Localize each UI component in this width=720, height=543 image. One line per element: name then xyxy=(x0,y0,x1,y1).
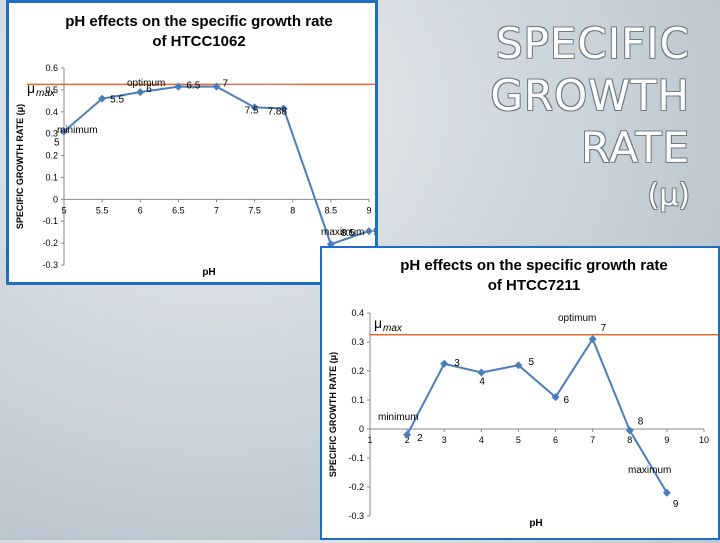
chart1-y-axis-title: SPECIFIC GROWTH RATE (μ) xyxy=(15,104,25,229)
chart1-y-tick-label: 0.1 xyxy=(45,172,58,182)
chart-htcc7211-svg: pH effects on the specific growth rate of… xyxy=(328,257,718,529)
chart1-x-tick-label: 5 xyxy=(61,205,66,215)
chart2-x-tick-label: 4 xyxy=(479,435,484,445)
slide-title-line-2: GROWTH xyxy=(490,71,690,120)
chart1-title-line-2: of HTCC1062 xyxy=(152,33,245,50)
mu-symbol: (μ) xyxy=(647,178,691,213)
chart-htcc7211: pH effects on the specific growth rate of… xyxy=(320,246,720,540)
chart1-data-point xyxy=(279,104,288,113)
chart2-data-point xyxy=(514,361,523,370)
chart-htcc1062-svg: pH effects on the specific growth rate of… xyxy=(15,13,379,278)
chart1-data-label: 5 xyxy=(54,137,60,148)
chart2-x-tick-label: 7 xyxy=(590,435,595,445)
chart1-data-point xyxy=(212,82,221,91)
chart1-x-tick-label: 8.5 xyxy=(325,205,338,215)
chart1-x-tick-label: 5.5 xyxy=(96,205,109,215)
chart2-title-line-2: of HTCC7211 xyxy=(488,277,581,294)
chart2-data-label: 5 xyxy=(528,357,534,368)
chart2-data-point xyxy=(588,335,597,344)
chart1-data-label: 5.5 xyxy=(110,95,124,106)
chart1-data-point xyxy=(174,82,183,91)
chart2-mu-max-label: μ xyxy=(374,315,382,331)
chart2-y-axis-title: SPECIFIC GROWTH RATE (μ) xyxy=(328,352,338,477)
chart2-x-tick-label: 3 xyxy=(442,435,447,445)
chart2-data-label: 9 xyxy=(673,499,679,510)
chart2-title-line-1: pH effects on the specific growth rate xyxy=(400,257,668,274)
chart2-y-tick-label: -0.3 xyxy=(348,511,364,521)
slide-title-line-3: RATE xyxy=(580,123,690,172)
chart1-title-line-1: pH effects on the specific growth rate xyxy=(65,13,333,30)
chart1-y-tick-label: 0.3 xyxy=(45,129,58,139)
chart2-data-label: 8 xyxy=(638,416,644,427)
chart1-y-tick-label: 0.2 xyxy=(45,151,58,161)
chart2-data-point xyxy=(551,393,560,402)
chart1-y-tick-label: 0.5 xyxy=(45,85,58,95)
chart2-x-tick-label: 10 xyxy=(699,435,709,445)
chart1-y-tick-label: 0.6 xyxy=(45,63,58,73)
chart1-data-label: 8.5 xyxy=(341,228,355,239)
chart2-data-label: 2 xyxy=(417,433,423,444)
chart2-data-label: 4 xyxy=(479,376,485,387)
chart1-x-axis-title: pH xyxy=(202,267,215,278)
chart1-x-tick-label: 7 xyxy=(214,205,219,215)
chart1-x-tick-label: 8 xyxy=(290,205,295,215)
chart1-data-label: 6 xyxy=(146,84,152,95)
chart2-x-axis-title: pH xyxy=(529,518,542,529)
chart1-data-point xyxy=(98,94,107,103)
chart2-maximum-label: maximum xyxy=(628,465,671,476)
chart1-series-line xyxy=(63,85,370,246)
chart2-data-point xyxy=(662,488,671,497)
chart2-data-point xyxy=(625,426,634,435)
chart1-data-label: 7.88 xyxy=(268,106,288,117)
chart2-data-point xyxy=(440,359,449,368)
chart2-x-tick-label: 8 xyxy=(627,435,632,445)
chart1-x-tick-label: 6 xyxy=(138,205,143,215)
chart2-minimum-label: minimum xyxy=(378,412,419,423)
chart2-optimum-label: optimum xyxy=(558,313,596,324)
chart2-y-tick-label: 0 xyxy=(359,424,364,434)
chart1-y-tick-label: 0.4 xyxy=(45,107,58,117)
chart1-data-point xyxy=(365,227,373,236)
chart1-x-tick-label: 6.5 xyxy=(172,205,185,215)
chart1-x-tick-label: 9 xyxy=(366,205,371,215)
chart2-data-point xyxy=(403,430,412,439)
chart1-mu-max-subscript: max xyxy=(36,88,56,99)
chart2-data-point xyxy=(477,368,486,377)
chart2-x-tick-label: 5 xyxy=(516,435,521,445)
chart1-data-label: 7.5 xyxy=(245,105,259,116)
chart2-x-tick-label: 2 xyxy=(405,435,410,445)
chart2-series-line xyxy=(406,336,668,494)
chart2-x-tick-label: 9 xyxy=(664,435,669,445)
chart2-data-label: 7 xyxy=(601,323,607,334)
chart2-y-tick-label: -0.1 xyxy=(348,453,364,463)
chart2-y-tick-label: 0.3 xyxy=(351,337,364,347)
chart1-y-tick-label: -0.3 xyxy=(42,260,58,270)
chart1-optimum-label: optimum xyxy=(127,78,165,89)
chart2-x-tick-label: 1 xyxy=(367,435,372,445)
chart1-y-tick-label: -0.2 xyxy=(42,238,58,248)
slide-title-line-1: SPECIFIC xyxy=(495,19,690,68)
chart1-y-tick-label: -0.1 xyxy=(42,216,58,226)
chart1-mu-max-label: μ xyxy=(27,80,35,96)
chart2-data-label: 3 xyxy=(454,358,460,369)
chart1-x-tick-label: 7.5 xyxy=(248,205,261,215)
chart1-y-tick-label: 0 xyxy=(53,194,58,204)
chart1-maximum-label: maximum xyxy=(321,227,364,238)
chart1-data-label: 6.5 xyxy=(186,81,200,92)
chart1-data-point xyxy=(136,88,145,97)
chart2-mu-max-subscript: max xyxy=(383,323,403,334)
chart1-data-label: 7 xyxy=(223,79,229,90)
chart1-data-label: 9 xyxy=(373,227,375,238)
chart1-minimum-label: minimum xyxy=(57,125,98,136)
chart2-y-tick-label: 0.1 xyxy=(351,395,364,405)
slide-title: SPECIFIC GROWTH RATE xyxy=(490,18,690,174)
chart-htcc1062: pH effects on the specific growth rate of… xyxy=(6,0,379,285)
chart2-y-tick-label: -0.2 xyxy=(348,482,364,492)
chart1-data-point xyxy=(60,127,68,136)
chart2-x-tick-label: 6 xyxy=(553,435,558,445)
chart2-y-tick-label: 0.4 xyxy=(351,308,364,318)
chart1-data-point xyxy=(250,103,259,112)
chart2-y-tick-label: 0.2 xyxy=(351,366,364,376)
chart2-data-label: 6 xyxy=(564,395,570,406)
